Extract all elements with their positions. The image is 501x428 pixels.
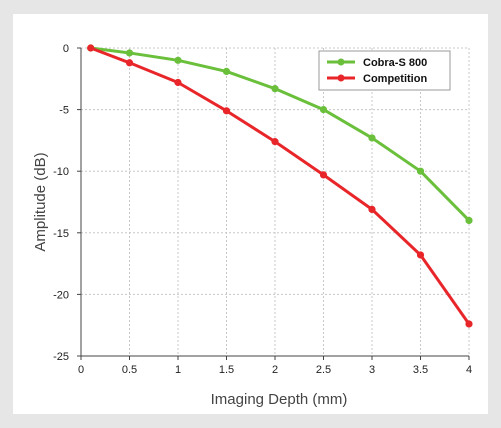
grid bbox=[81, 47, 470, 356]
axes bbox=[77, 47, 470, 360]
series-lines bbox=[87, 44, 473, 328]
data-point-competition bbox=[174, 78, 182, 87]
chart-panel: 0 0.5 1 1.5 2 2.5 3 3.5 4 0 -5 -10 -15 -20 -25 Imaging… bbox=[13, 14, 488, 414]
x-tick-label: 3.5 bbox=[413, 364, 428, 376]
data-point-cobra bbox=[416, 167, 425, 175]
y-tick-label: -15 bbox=[53, 228, 69, 240]
data-point-competition bbox=[368, 205, 376, 213]
data-point-cobra bbox=[125, 49, 134, 57]
legend-box bbox=[318, 50, 451, 91]
x-axis-title: Imaging Depth (mm) bbox=[211, 391, 348, 408]
y-tick-label: -25 bbox=[53, 351, 69, 363]
data-point-competition bbox=[125, 59, 134, 67]
data-point-cobra bbox=[222, 67, 231, 76]
data-point-cobra bbox=[465, 216, 473, 225]
y-axis-title: Amplitude (dB) bbox=[32, 152, 49, 251]
x-tick-label: 2.5 bbox=[316, 364, 331, 376]
y-tick-label: 0 bbox=[63, 43, 69, 55]
y-tick-label: -10 bbox=[53, 166, 69, 178]
legend-marker-competition bbox=[337, 74, 345, 82]
data-point-cobra bbox=[174, 56, 182, 64]
y-tick-label: -20 bbox=[53, 289, 69, 301]
x-tick-label: 0.5 bbox=[122, 364, 137, 376]
x-tick-label: 2 bbox=[272, 364, 278, 376]
data-point-competition bbox=[416, 251, 425, 259]
x-tick-label: 4 bbox=[466, 364, 472, 376]
x-tick-label: 1.5 bbox=[219, 364, 234, 376]
legend-marker-cobra bbox=[337, 58, 345, 66]
legend: Cobra-S 800 Competition bbox=[318, 50, 451, 91]
data-point-competition bbox=[319, 171, 328, 179]
data-point-competition bbox=[222, 107, 231, 115]
data-point-competition bbox=[271, 138, 279, 146]
line-chart: 0 0.5 1 1.5 2 2.5 3 3.5 4 0 -5 -10 -15 -20 -25 Imaging… bbox=[32, 43, 473, 408]
x-tick-label: 0 bbox=[78, 364, 84, 376]
x-tick-label: 1 bbox=[175, 364, 181, 376]
y-tick-label: -5 bbox=[59, 105, 69, 117]
data-point-cobra bbox=[319, 106, 328, 114]
legend-label-competition: Competition bbox=[363, 73, 427, 85]
legend-label-cobra: Cobra-S 800 bbox=[363, 57, 427, 69]
data-point-competition bbox=[465, 320, 473, 328]
data-point-cobra bbox=[271, 85, 279, 93]
data-point-cobra bbox=[368, 134, 376, 142]
data-point-competition bbox=[87, 44, 95, 52]
tick-labels: 0 0.5 1 1.5 2 2.5 3 3.5 4 0 -5 -10 -15 -20 -25 bbox=[53, 43, 472, 376]
x-tick-label: 3 bbox=[369, 364, 375, 376]
